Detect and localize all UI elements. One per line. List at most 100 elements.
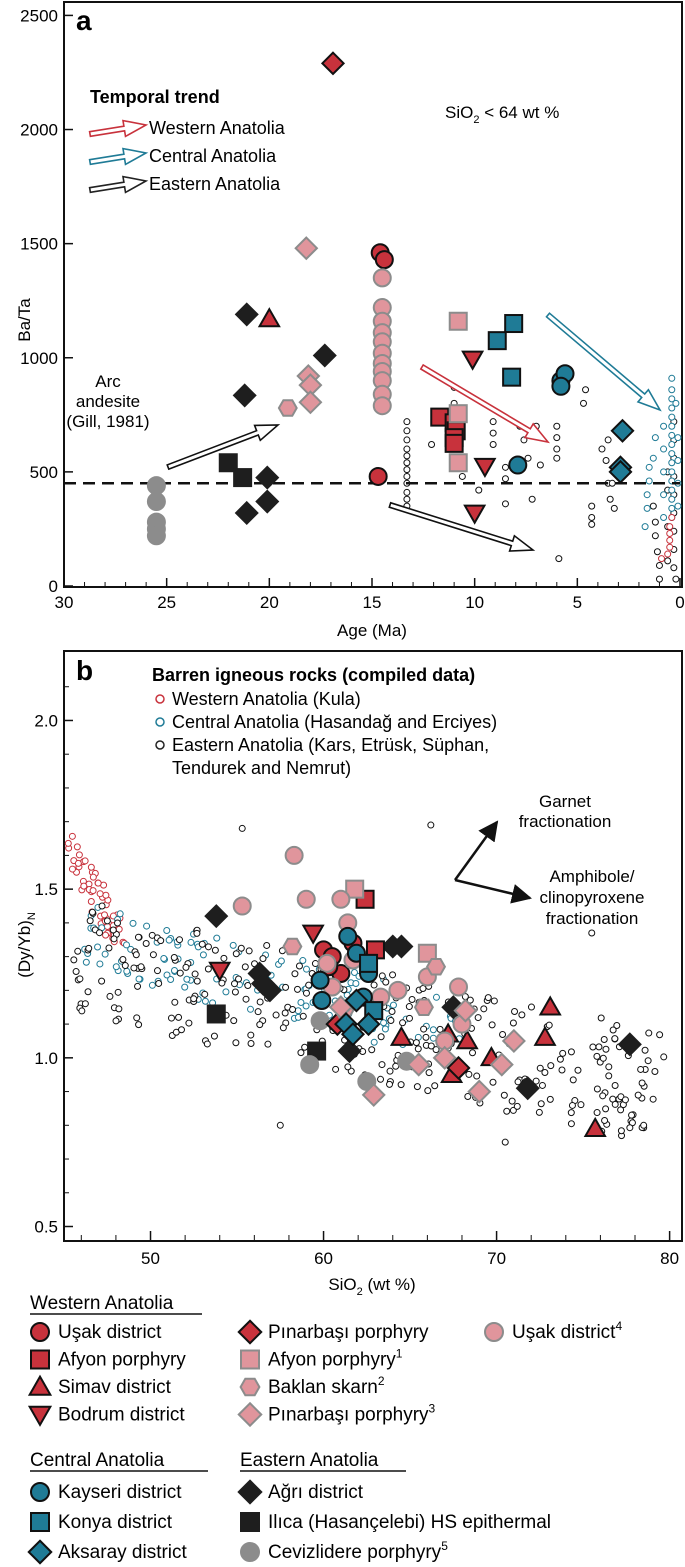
a-point-cevizlidere-porphyry (146, 492, 166, 512)
a-bg-point-central-anatolia (668, 404, 676, 412)
b-bg-point-eastern (501, 1138, 509, 1146)
legend-symbol-pinarbasi-porphyry-3 (237, 1401, 263, 1428)
temporal-trend-title: Temporal trend (90, 87, 220, 107)
b-bg-point-eastern (593, 1085, 601, 1093)
panel-b-xtick-label: 70 (487, 1249, 506, 1268)
a-bg-point-western-anatolia (666, 530, 674, 538)
b-point-bodrum-district (301, 924, 325, 945)
b-bg-point-eastern (291, 970, 299, 978)
legend-label-ilica-hasancelebi-hs-epithermal: Ilıca (Hasançelebi) HS epithermal (268, 1512, 551, 1533)
b-bg-point-eastern (436, 1025, 444, 1033)
b-point-ilica-hasancelebi-hs-epithermal (206, 1004, 226, 1024)
b-bg-point-eastern (547, 1062, 555, 1070)
a-bg-point-eastern-anatolia (403, 459, 411, 467)
b-bg-point-eastern (387, 1017, 395, 1025)
a-bg-point-central-anatolia (668, 431, 676, 439)
b-bg-point-eastern (626, 1124, 634, 1132)
b-bg-point-central (199, 951, 207, 959)
b-bg-point-eastern (121, 962, 129, 970)
b-bg-point-eastern (536, 1064, 544, 1072)
western-trend-arrow (419, 363, 551, 444)
b-bg-point-central (302, 965, 310, 973)
a-bg-point-western-anatolia (658, 555, 666, 563)
a-point-konya-district (504, 314, 524, 334)
legend-heading-central-anatolia: Central Anatolia (30, 1450, 165, 1471)
b-bg-point-eastern (546, 1095, 554, 1103)
b-bg-point-eastern (601, 1117, 609, 1125)
b-bg-point-eastern (98, 977, 106, 985)
b-point-usak-district4 (284, 845, 304, 865)
b-bg-point-eastern (597, 1014, 605, 1022)
b-point-baklan-skarn2 (413, 998, 434, 1016)
a-bg-point-western-anatolia (668, 514, 676, 522)
b-point-bodrum-district (208, 961, 232, 982)
a-bg-point-central-anatolia (668, 504, 676, 512)
a-point-konya-district (502, 367, 522, 387)
a-bg-point-eastern-anatolia (403, 418, 411, 426)
a-bg-point-central-anatolia (660, 422, 668, 430)
legend-symbol-cevizlidere-porphyry-5 (240, 1542, 260, 1562)
b-bg-point-eastern (600, 1035, 608, 1043)
b-bg-point-eastern (399, 1019, 407, 1027)
a-bg-point-eastern-anatolia (653, 548, 661, 556)
b-bg-point-eastern (480, 1005, 488, 1013)
legend-label-agri-district: Ağrı district (268, 1482, 364, 1503)
b-bg-point-eastern (245, 947, 253, 955)
b-point-usak-district4 (449, 977, 469, 997)
b-bg-point-eastern (85, 944, 93, 952)
panel-a-xtick-label: 15 (363, 593, 382, 612)
b-bg-point-eastern (651, 1067, 659, 1075)
b-point-simav-district (389, 1025, 413, 1046)
panel-b-ylabel: (Dy/Yb)N (15, 912, 38, 978)
b-bg-point-eastern (193, 929, 201, 937)
b-bg-point-eastern (634, 1091, 642, 1099)
b-bg-point-eastern (609, 1026, 617, 1034)
a-bg-point-eastern-anatolia (655, 575, 663, 583)
legend-label-cevizlidere-porphyry-5: Cevizlidere porphyry5 (268, 1539, 448, 1563)
b-bg-point-eastern (203, 1040, 211, 1048)
a-point-pinarbasi-porphyry3 (298, 390, 323, 415)
b-bg-point-eastern (599, 1054, 607, 1062)
panel-b-xtick-label: 80 (660, 1249, 679, 1268)
trend-legend-label-western-anatolia: Western Anatolia (149, 118, 286, 138)
b-bg-point-central (381, 1025, 389, 1033)
b-bg-point-eastern (465, 1070, 473, 1078)
b-bg-point-eastern (377, 1075, 385, 1083)
b-point-agri-district (204, 904, 229, 929)
panel-a-xlabel: Age (Ma) (337, 621, 407, 640)
b-point-usak-district4 (232, 896, 252, 916)
b-point-baklan-skarn2 (425, 958, 447, 976)
a-bg-point-eastern-anatolia (489, 440, 497, 448)
b-bg-point-central (229, 941, 237, 949)
b-bg-point-central (297, 998, 305, 1006)
amphibole-label-3: fractionation (546, 909, 639, 928)
b-bg-point-eastern (405, 1003, 413, 1011)
b-bg-point-western (80, 882, 88, 890)
a-bg-point-eastern-anatolia (403, 427, 411, 435)
b-bg-point-eastern (574, 1066, 582, 1074)
western-trend-arrow-shape (419, 363, 551, 444)
b-bg-point-eastern (247, 1039, 255, 1047)
b-point-baklan-skarn2 (282, 937, 303, 956)
legend-label-konya-district: Konya district (58, 1512, 173, 1533)
b-bg-point-eastern (508, 1097, 516, 1105)
b-bg-point-central (116, 910, 124, 918)
b-bg-point-eastern (344, 1063, 352, 1071)
trend-legend-arrow-western-anatolia (88, 119, 149, 138)
a-bg-point-eastern-anatolia (536, 461, 544, 469)
b-point-agri-district (257, 978, 282, 1003)
b-bg-point-eastern (297, 1049, 305, 1057)
b-bg-point-eastern (254, 1008, 262, 1016)
a-bg-point-eastern-anatolia (553, 434, 561, 442)
b-point-pinarbasi-porphyry3 (467, 1079, 492, 1104)
b-bg-point-central (302, 1002, 310, 1010)
b-bg-point-eastern (230, 980, 238, 988)
b-bg-point-eastern (244, 982, 252, 990)
b-bg-point-central (201, 997, 209, 1005)
a-bg-point-western-anatolia (666, 523, 674, 531)
b-bg-point-eastern (153, 967, 161, 975)
b-bg-point-eastern (469, 1049, 477, 1057)
b-bg-point-eastern (509, 1106, 517, 1114)
b-bg-point-eastern (210, 1032, 218, 1040)
b-bg-point-eastern (588, 929, 596, 937)
